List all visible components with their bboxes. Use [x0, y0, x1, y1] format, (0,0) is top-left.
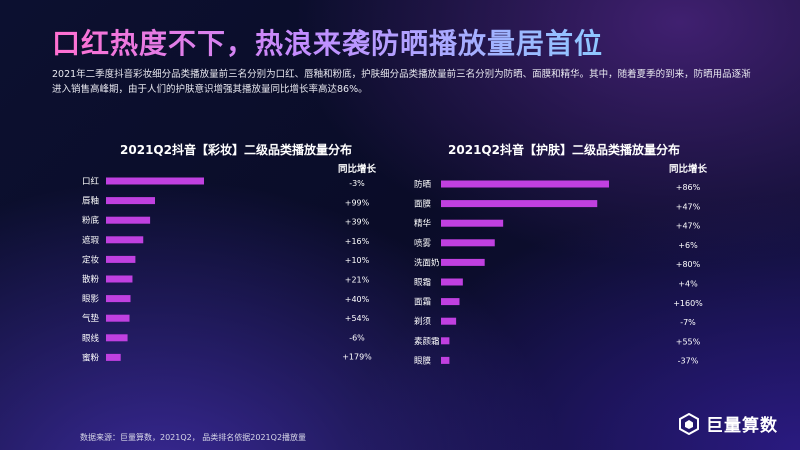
skincare-growth-value: +86%	[676, 183, 701, 192]
skincare-bar	[441, 337, 450, 345]
makeup-category-label: 眼线	[82, 333, 100, 344]
makeup-bar	[106, 295, 131, 303]
skincare-category-label: 防晒	[414, 179, 432, 190]
skincare-chart-title: 2021Q2抖音【护肤】二级品类播放量分布	[448, 142, 680, 157]
makeup-category-label: 遮瑕	[82, 235, 100, 246]
skincare-bar	[441, 239, 495, 247]
skincare-bar	[441, 180, 609, 188]
makeup-bar	[106, 216, 151, 224]
makeup-growth-header: 同比增长	[338, 163, 377, 175]
page-title: 口红热度不下，热浪来袭防晒播放量居首位	[52, 22, 603, 62]
makeup-category-label: 眼影	[82, 294, 100, 305]
makeup-bar	[106, 334, 128, 342]
skincare-bar	[441, 200, 598, 208]
makeup-growth-value: +99%	[345, 198, 370, 207]
intro-paragraph: 2021年二季度抖音彩妆细分品类播放量前三名分别为口红、唇釉和粉底，护肤细分品类…	[52, 69, 751, 95]
skincare-bar	[441, 317, 457, 325]
makeup-category-label: 蜜粉	[82, 352, 100, 363]
brand-name: 巨量算数	[706, 416, 778, 436]
skincare-category-label: 精华	[414, 218, 432, 229]
skincare-bar	[441, 258, 485, 266]
skincare-bar	[441, 356, 450, 364]
skincare-category-label: 洗面奶	[414, 257, 440, 268]
skincare-growth-value: +80%	[676, 260, 701, 269]
makeup-category-label: 散粉	[82, 274, 100, 285]
skincare-category-label: 眼膜	[414, 355, 432, 366]
skincare-growth-header: 同比增长	[669, 163, 708, 175]
makeup-category-label: 口红	[82, 176, 100, 187]
skincare-growth-value: +4%	[678, 280, 698, 289]
skincare-bar	[441, 298, 460, 306]
skincare-growth-value: +160%	[673, 299, 703, 308]
makeup-growth-value: +21%	[345, 276, 370, 285]
makeup-growth-value: +40%	[345, 295, 370, 304]
makeup-bar	[106, 255, 136, 263]
makeup-growth-value: -6%	[349, 333, 365, 342]
makeup-bar	[106, 353, 121, 361]
makeup-category-label: 唇釉	[82, 196, 99, 207]
makeup-growth-value: +16%	[345, 237, 370, 246]
skincare-growth-value: -7%	[680, 318, 696, 327]
brand-icon	[679, 412, 699, 435]
makeup-chart-title: 2021Q2抖音【彩妆】二级品类播放量分布	[120, 142, 352, 157]
skincare-category-label: 面膜	[414, 199, 432, 210]
data-source-note: 数据来源：巨量算数，2021Q2， 品类排名依据2021Q2播放量	[80, 433, 307, 442]
skincare-growth-value: +55%	[676, 337, 701, 346]
makeup-category-label: 定妆	[82, 254, 100, 265]
skincare-category-label: 眼霜	[414, 278, 431, 288]
skincare-category-label: 剃须	[414, 316, 432, 327]
brand-logo: 巨量算数	[678, 411, 778, 436]
makeup-category-label: 气垫	[82, 313, 100, 324]
makeup-growth-value: +179%	[342, 353, 372, 362]
skincare-bar	[441, 278, 463, 286]
skincare-bar	[441, 219, 504, 227]
skincare-growth-value: +47%	[676, 222, 701, 231]
makeup-growth-value: +39%	[345, 218, 370, 227]
makeup-bar	[106, 275, 133, 283]
makeup-bar	[106, 197, 155, 205]
makeup-bar	[106, 314, 130, 322]
skincare-growth-value: -37%	[678, 357, 699, 366]
skincare-chart: 2021Q2抖音【护肤】二级品类播放量分布 同比增长 防晒 +86% 面膜 +47% 精…	[414, 142, 707, 366]
makeup-chart: 2021Q2抖音【彩妆】二级品类播放量分布 同比增长 口红 -3% 唇釉 +99% 粉底…	[82, 142, 376, 363]
makeup-growth-value: +10%	[345, 256, 370, 265]
skincare-growth-value: +6%	[678, 241, 698, 250]
makeup-growth-value: +54%	[345, 314, 370, 323]
makeup-bar	[106, 177, 204, 185]
makeup-growth-value: -3%	[349, 179, 365, 188]
skincare-category-label: 素颜霜	[414, 336, 440, 347]
skincare-growth-value: +47%	[676, 202, 701, 211]
makeup-category-label: 粉底	[82, 215, 100, 226]
skincare-category-label: 喷雾	[414, 238, 432, 249]
makeup-bar	[106, 236, 144, 244]
skincare-category-label: 面霜	[414, 298, 431, 308]
